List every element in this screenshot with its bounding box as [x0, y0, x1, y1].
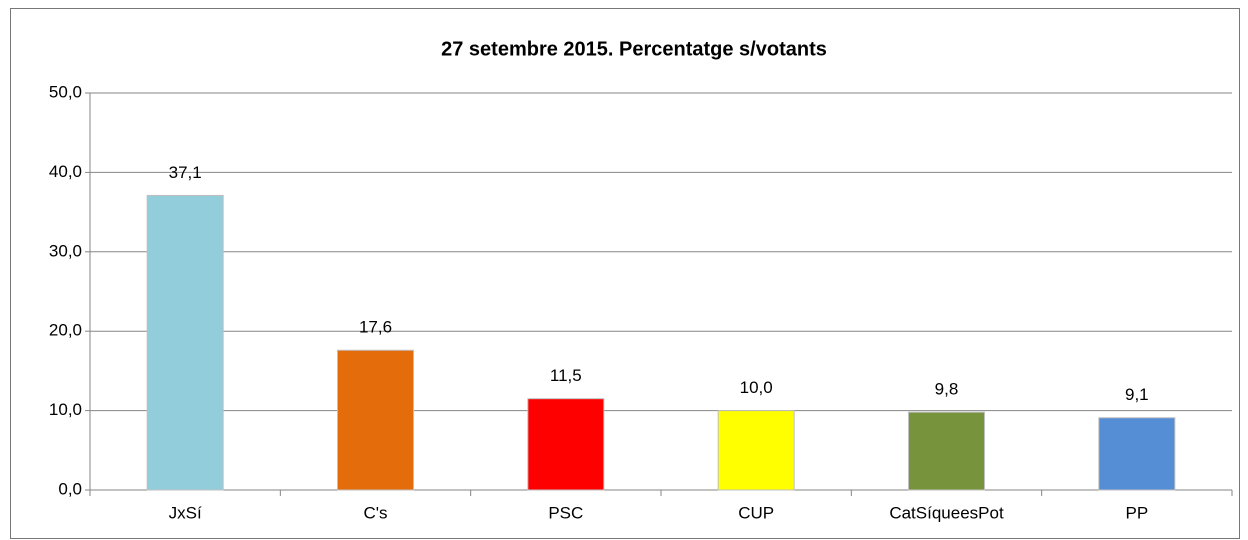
bar — [527, 398, 605, 491]
value-label: 9,8 — [935, 380, 959, 399]
x-tick-label: CUP — [738, 503, 774, 522]
bar — [908, 411, 985, 491]
bar — [1098, 417, 1176, 491]
y-tick-label: 40,0 — [49, 162, 82, 181]
value-label: 11,5 — [550, 366, 582, 385]
x-tick-label: JxSí — [169, 503, 202, 522]
value-label: 17,6 — [359, 318, 392, 337]
value-label: 9,1 — [1125, 385, 1149, 404]
y-tick-label: 20,0 — [49, 321, 82, 340]
value-label: 37,1 — [169, 163, 202, 182]
y-tick-label: 0,0 — [58, 479, 82, 498]
value-label: 10,0 — [740, 378, 773, 397]
x-tick-label: PP — [1125, 503, 1148, 522]
x-tick-label: PSC — [548, 503, 583, 522]
x-tick-label: CatSíqueesPot — [889, 503, 1004, 522]
y-tick-label: 30,0 — [49, 241, 82, 260]
y-tick-label: 50,0 — [49, 82, 82, 101]
bar — [717, 410, 795, 491]
chart-title: 27 setembre 2015. Percentatge s/votants — [441, 38, 827, 60]
y-tick-label: 10,0 — [49, 400, 82, 419]
bar — [146, 194, 224, 491]
x-tick-label: C's — [363, 503, 387, 522]
bar — [337, 349, 414, 491]
